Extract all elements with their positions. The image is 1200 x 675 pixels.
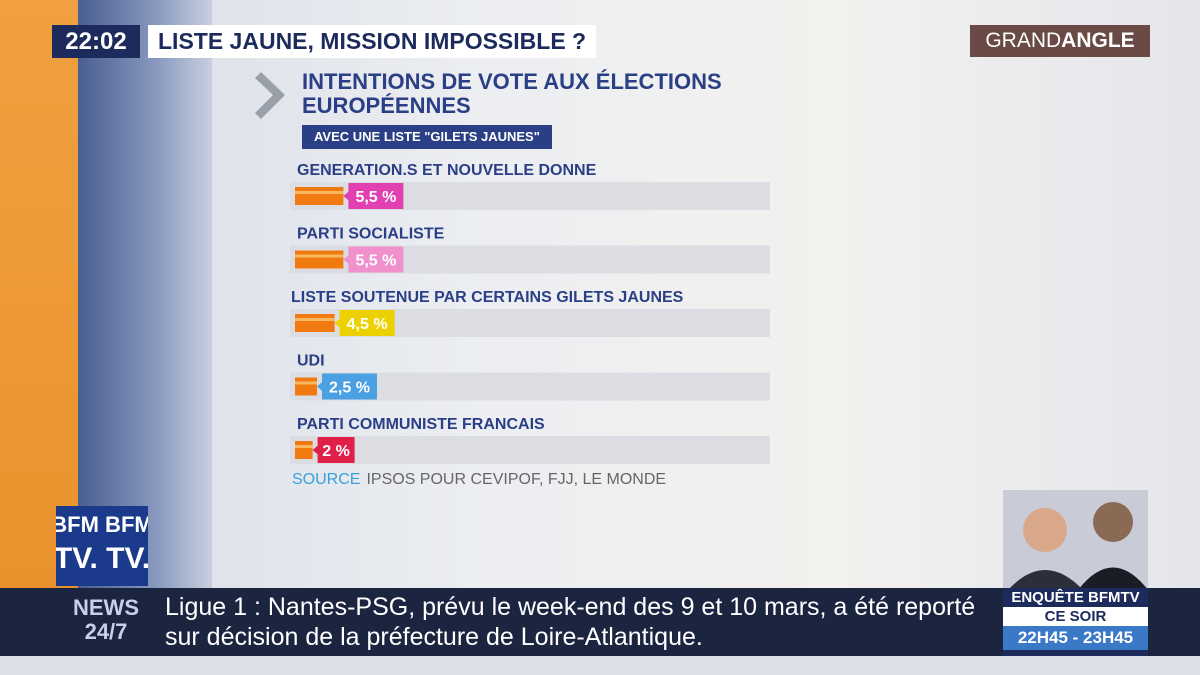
bar — [295, 441, 313, 459]
bar-track — [290, 436, 770, 464]
news-label: NEWS 24/7 — [70, 596, 142, 644]
promo-time: 22H45 - 23H45 — [1003, 626, 1148, 650]
value-label: 5,5 % — [355, 189, 396, 206]
program-logo: GRANDANGLE — [970, 25, 1150, 57]
category-label: PARTI SOCIALISTE — [297, 226, 445, 243]
source: SOURCE IPSOS POUR CEVIPOF, FJJ, LE MONDE — [292, 471, 666, 489]
value-box — [339, 310, 395, 336]
bar — [295, 314, 335, 332]
promo: ENQUÊTE BFMTV CE SOIR 22H45 - 23H45 — [1003, 588, 1148, 656]
news-bar — [0, 588, 1200, 656]
bar-stripe — [295, 191, 344, 194]
clock: 22:02 — [52, 25, 140, 58]
bar-stripe — [295, 381, 317, 385]
logo-text-bottom: TV. TV. — [56, 542, 148, 575]
ticker: Ligue 1 : Nantes-PSG, prévu le week-end … — [165, 593, 976, 651]
news-hours: 24/7 — [84, 619, 128, 644]
value-label: 2 % — [322, 443, 350, 460]
channel-logo: BFM BFM TV. TV. — [56, 506, 148, 586]
bar-stripe — [295, 445, 313, 448]
category-label: PARTI COMMUNISTE FRANCAIS — [297, 416, 545, 433]
value-box — [348, 246, 404, 273]
chart-subtitle: AVEC UNE LISTE "GILETS JAUNES" — [302, 125, 552, 149]
program-logo-a: GRAND — [985, 29, 1062, 52]
promo-photo — [1003, 490, 1148, 590]
value-label: 4,5 % — [347, 316, 388, 333]
bar-stripe — [295, 318, 335, 321]
news-word: NEWS — [73, 595, 139, 620]
bar — [295, 377, 317, 396]
category-label: GENERATION.S ET NOUVELLE DONNE — [297, 162, 597, 179]
category-label: LISTE SOUTENUE PAR CERTAINS GILETS JAUNE… — [291, 289, 684, 306]
value-box — [322, 373, 377, 400]
value-label: 2,5 % — [329, 380, 370, 397]
value-box — [348, 183, 404, 209]
source-text: IPSOS POUR CEVIPOF, FJJ, LE MONDE — [366, 471, 667, 488]
program-logo-b: ANGLE — [1061, 29, 1135, 52]
category-label: UDI — [297, 353, 325, 370]
bar-stripe — [295, 254, 344, 258]
promo-title: ENQUÊTE BFMTV — [1011, 589, 1140, 606]
source-label: SOURCE — [292, 471, 361, 488]
headline: LISTE JAUNE, MISSION IMPOSSIBLE ? — [148, 25, 597, 58]
promo-when: CE SOIR — [1003, 607, 1148, 626]
chevron — [255, 72, 285, 119]
bar — [295, 187, 344, 205]
logo-text-top: BFM BFM — [56, 512, 148, 537]
value-label: 5,5 % — [355, 253, 396, 270]
chart-title: INTENTIONS DE VOTE AUX ÉLECTIONS EUROPÉE… — [302, 69, 722, 118]
value-box — [317, 437, 355, 463]
bar — [295, 250, 344, 269]
bottom-band — [0, 656, 1200, 675]
